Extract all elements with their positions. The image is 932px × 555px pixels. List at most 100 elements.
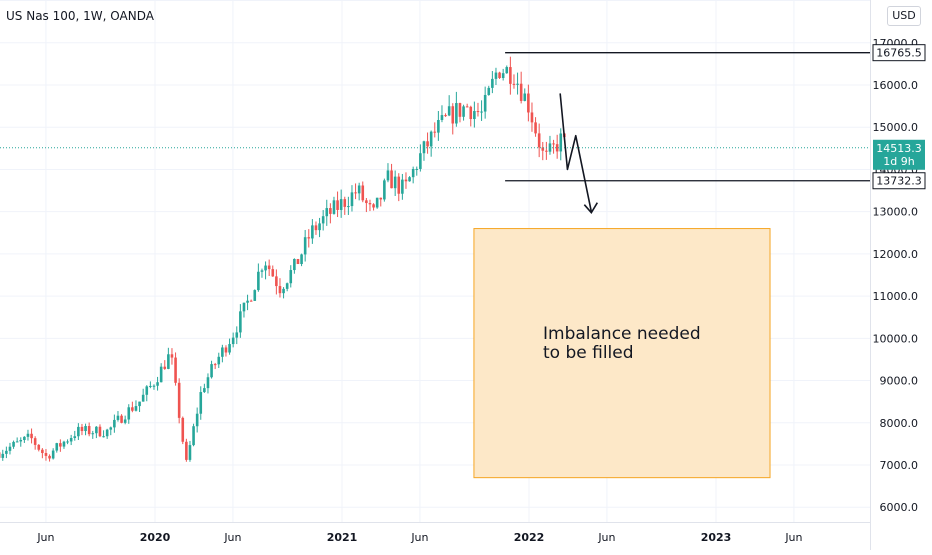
zone-label-line1: Imbalance needed <box>543 324 701 344</box>
candle-body <box>307 237 310 238</box>
candle-body <box>279 286 282 293</box>
candle-body <box>397 177 400 194</box>
candle-body <box>235 332 238 337</box>
candle-body <box>232 338 235 344</box>
candle-body <box>77 427 80 436</box>
candle-body <box>480 112 483 113</box>
candle-body <box>513 84 516 85</box>
candle-body <box>52 451 55 459</box>
candle-body <box>181 418 184 442</box>
candle-body <box>268 266 271 270</box>
candle-body <box>297 259 300 264</box>
candle-body <box>189 445 192 460</box>
candle-body <box>408 177 411 181</box>
candle-body <box>199 392 202 414</box>
candle-body <box>271 269 274 276</box>
candle-body <box>225 347 228 352</box>
candle-body <box>9 447 12 451</box>
x-tick-label: 2020 <box>140 531 171 544</box>
candle-body <box>138 402 141 406</box>
candle-body <box>73 436 76 438</box>
candle-body <box>559 133 562 151</box>
candle-body <box>498 73 501 78</box>
candle-body <box>311 225 314 238</box>
candle-body <box>185 442 188 460</box>
candle-body <box>304 237 307 254</box>
candle-body <box>289 270 292 283</box>
candle-body <box>167 354 170 369</box>
candle-body <box>491 79 494 88</box>
candle-body <box>336 200 339 210</box>
y-tick-label: 7000.0 <box>880 459 919 472</box>
candle-body <box>27 434 30 437</box>
candle-body <box>257 272 260 290</box>
candle-body <box>109 427 112 429</box>
candle-body <box>390 170 393 188</box>
level-price-label: 13732.3 <box>876 175 922 188</box>
x-tick-label: Jun <box>597 531 615 544</box>
candle-body <box>113 420 116 427</box>
candle-body <box>243 303 246 312</box>
candle-body <box>300 254 303 264</box>
candle-body <box>415 169 418 170</box>
candle-body <box>448 106 451 115</box>
candle-body <box>505 67 508 73</box>
candle-body <box>160 367 163 383</box>
candle-body <box>214 364 217 365</box>
candle-body <box>329 208 332 214</box>
y-tick-label: 10000.0 <box>873 332 919 345</box>
zone-label-line2: to be filled <box>543 343 634 363</box>
candle-body <box>433 132 436 133</box>
currency-button[interactable]: USD <box>887 6 921 26</box>
candle-body <box>16 441 19 442</box>
candle-body <box>466 106 469 107</box>
candle-body <box>48 456 51 459</box>
candle-body <box>441 115 444 120</box>
candle-body <box>509 67 512 84</box>
candle-body <box>120 416 123 423</box>
candle-body <box>502 73 505 78</box>
candle-body <box>117 416 120 420</box>
candle-body <box>293 259 296 270</box>
candle-body <box>1 454 4 458</box>
candle-body <box>423 141 426 153</box>
candle-body <box>401 180 404 194</box>
candle-body <box>63 442 66 447</box>
candle-body <box>394 177 397 189</box>
candle-body <box>527 94 530 113</box>
candle-body <box>145 386 148 394</box>
candle-body <box>516 84 519 85</box>
y-tick-label: 6000.0 <box>880 501 919 514</box>
candle-body <box>437 120 440 133</box>
candle-body <box>88 426 91 434</box>
candle-body <box>361 185 364 200</box>
candle-body <box>30 434 33 438</box>
candle-body <box>239 311 242 332</box>
candle-body <box>203 388 206 392</box>
candle-body <box>333 200 336 214</box>
candle-body <box>34 438 37 445</box>
candle-body <box>325 208 328 216</box>
y-tick-label: 9000.0 <box>880 375 919 388</box>
candle-body <box>343 199 346 207</box>
candle-body <box>246 301 249 303</box>
candle-body <box>365 200 368 203</box>
y-tick-label: 16000.0 <box>873 79 919 92</box>
candle-body <box>19 440 22 441</box>
candle-body <box>347 206 350 207</box>
candle-body <box>430 132 433 147</box>
candle-body <box>286 283 289 289</box>
candle-body <box>340 199 343 210</box>
candle-body <box>210 364 213 377</box>
candle-body <box>250 301 253 302</box>
y-tick-label: 13000.0 <box>873 206 919 219</box>
candle-body <box>520 84 523 101</box>
candle-body <box>163 367 166 369</box>
candle-body <box>387 170 390 180</box>
y-tick-label: 15000.0 <box>873 121 919 134</box>
candle-body <box>192 426 195 445</box>
candle-body <box>383 180 386 199</box>
candle-body <box>59 443 62 446</box>
